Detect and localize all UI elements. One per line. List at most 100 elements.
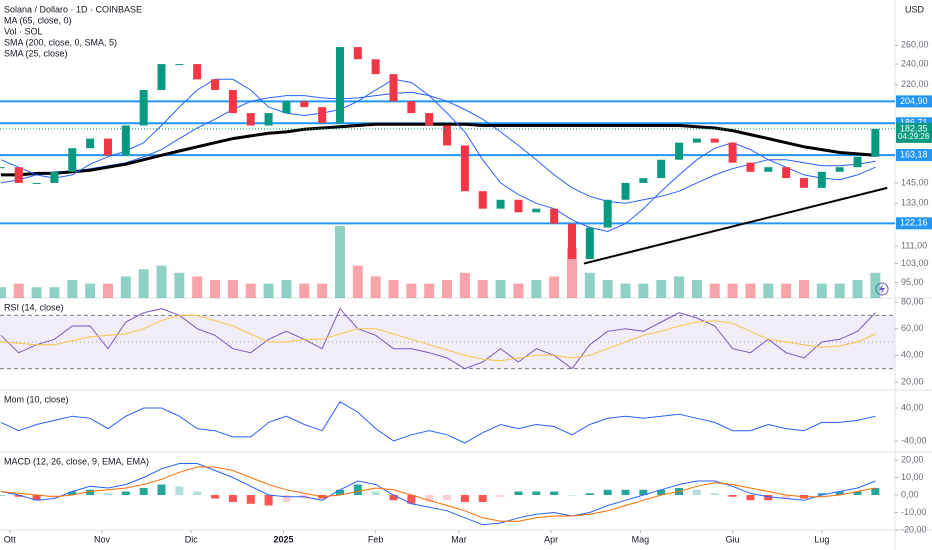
histogram-bar <box>121 491 130 496</box>
volume-bar <box>174 272 185 298</box>
candle <box>264 113 273 126</box>
candle <box>675 142 684 160</box>
candle <box>585 227 594 260</box>
histogram-bar <box>443 495 452 501</box>
last-price-box <box>896 122 932 143</box>
macd-line <box>0 463 876 526</box>
histogram-bar <box>139 488 148 496</box>
volume-bar <box>263 283 274 298</box>
volume-bar <box>584 272 595 298</box>
candle <box>514 199 523 213</box>
candle <box>603 199 612 228</box>
volume-bar <box>245 283 256 298</box>
histogram-bar <box>764 495 773 501</box>
y-tick-label: -40,00 <box>901 435 927 445</box>
volume-bar <box>227 280 238 298</box>
volume-bar <box>549 276 560 298</box>
volume-bar <box>566 247 577 298</box>
volume-bar <box>638 283 649 298</box>
histogram-bar <box>871 488 880 496</box>
candle <box>193 64 202 80</box>
histogram-bar <box>68 491 77 496</box>
indicator-line <box>0 307 876 370</box>
histogram-bar <box>692 489 701 496</box>
y-tick-label: 10,00 <box>901 472 924 482</box>
histogram-bar <box>282 495 291 503</box>
moving-average <box>0 91 876 204</box>
volume-bar <box>442 280 453 298</box>
volume-bar <box>299 283 310 298</box>
volume-bar <box>0 287 6 298</box>
candle <box>746 162 755 172</box>
volume-bar <box>513 283 524 298</box>
last-price-label: 182,35 <box>900 123 928 133</box>
candle <box>835 167 844 172</box>
candle <box>86 138 95 149</box>
candle <box>318 107 327 123</box>
candle <box>639 178 648 183</box>
x-tick-label: Mag <box>632 534 650 544</box>
volume-bar <box>388 280 399 298</box>
candle <box>407 101 416 114</box>
candle <box>799 178 808 188</box>
histogram-bar <box>389 495 398 501</box>
volume-bar <box>834 283 845 298</box>
y-tick-label: 40,00 <box>901 402 924 412</box>
volume-bar <box>85 283 96 298</box>
y-tick-label: 60,00 <box>901 323 924 333</box>
candle <box>300 101 309 108</box>
histogram-bar <box>621 489 630 496</box>
candle <box>139 90 148 126</box>
histogram-bar <box>228 495 237 503</box>
x-tick-label: 2025 <box>273 534 293 544</box>
histogram-bar <box>193 491 202 496</box>
candle <box>532 208 541 213</box>
candle <box>0 167 5 169</box>
y-tick-label: 240,00 <box>901 58 929 68</box>
legend-item: MA (65, close, 0) <box>4 15 72 25</box>
level-label: 122,16 <box>900 218 928 228</box>
signal-line <box>0 466 876 522</box>
volume-bar <box>138 269 149 298</box>
volume-bar <box>31 287 42 298</box>
y-tick-label: -10,00 <box>901 507 927 517</box>
volume-bar <box>334 226 345 298</box>
level-label: 163,18 <box>900 149 928 159</box>
candle <box>121 125 130 156</box>
y-tick-label: 133,00 <box>901 198 929 208</box>
volume-bar <box>370 276 381 298</box>
chart-title: Solana / Dollaro · 1D · COINBASE <box>4 4 142 14</box>
volume-bar <box>210 280 221 298</box>
x-tick-label: Feb <box>368 534 384 544</box>
y-tick-label: 0,00 <box>901 489 919 499</box>
volume-bar <box>352 265 363 298</box>
histogram-bar <box>585 493 594 496</box>
volume-bar <box>459 272 470 298</box>
candle <box>14 167 23 183</box>
histogram-bar <box>425 495 434 503</box>
volume-bar <box>495 280 506 298</box>
candle <box>157 64 166 91</box>
level-label: 204,90 <box>900 96 928 106</box>
candle <box>496 199 505 209</box>
volume-bar <box>477 280 488 298</box>
candle <box>228 90 237 114</box>
volume-bar <box>406 283 417 298</box>
y-tick-label: 220,00 <box>901 79 929 89</box>
x-tick-label: Lug <box>814 534 829 544</box>
alert-icon[interactable] <box>875 282 889 296</box>
y-tick-label: 95,00 <box>901 277 924 287</box>
y-tick-label: 111,00 <box>901 240 927 250</box>
x-tick-label: Giu <box>726 534 740 544</box>
volume-bar <box>102 283 113 298</box>
volume-bar <box>870 272 881 298</box>
currency-label: USD <box>905 4 925 14</box>
y-tick-label: 40,00 <box>901 350 924 360</box>
y-tick-label: -20,00 <box>901 524 927 534</box>
y-tick-label: 80,00 <box>901 296 924 306</box>
candle <box>103 138 112 156</box>
candle <box>657 159 666 179</box>
rsi-band <box>0 315 895 369</box>
pane-title: RSI (14, close) <box>4 302 64 312</box>
